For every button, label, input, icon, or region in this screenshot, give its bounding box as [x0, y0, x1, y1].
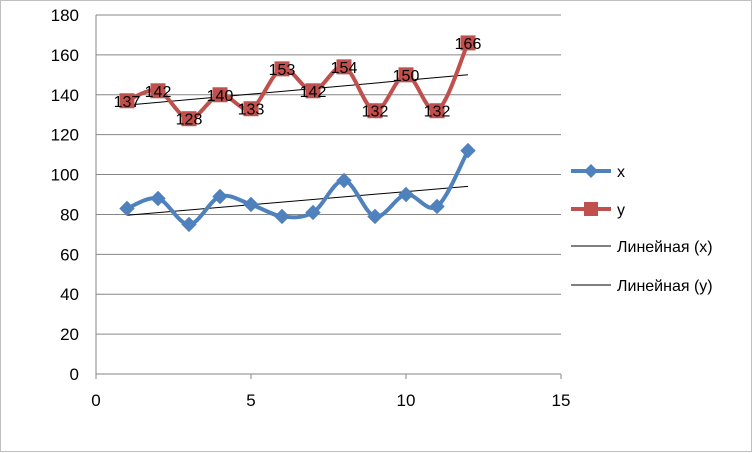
data-point-y — [460, 35, 476, 51]
data-point-x — [460, 142, 476, 159]
data-label-y: 140 — [207, 88, 234, 105]
data-point-x — [150, 190, 166, 207]
data-point-y — [181, 111, 197, 127]
legend-label-trend-y: Линейная (y) — [617, 278, 713, 295]
data-label-y: 137 — [114, 94, 141, 111]
data-point-x — [367, 208, 383, 225]
data-point-x — [429, 198, 445, 215]
data-label-y: 132 — [424, 104, 451, 121]
x-tick-label: 15 — [552, 391, 571, 410]
y-tick-label: 120 — [51, 126, 79, 145]
y-tick-label: 180 — [51, 6, 79, 25]
data-point-y — [305, 83, 321, 99]
data-label-y: 166 — [455, 36, 482, 53]
y-tick-label: 60 — [60, 245, 79, 264]
tick-labels: 0 20 40 60 80 100 120 140 160 180 0 5 10 15 — [51, 6, 571, 410]
legend-label-x: x — [617, 164, 625, 181]
y-tick-label: 100 — [51, 166, 79, 185]
data-point-y — [212, 87, 228, 103]
data-point-x — [274, 208, 290, 225]
data-point-x — [398, 186, 414, 203]
data-point-x — [305, 204, 321, 221]
data-label-y: 142 — [145, 84, 172, 101]
axes — [95, 15, 562, 379]
data-point-y — [398, 67, 414, 83]
legend-label-y: y — [617, 202, 625, 219]
data-point-x — [181, 216, 197, 233]
series-markers — [119, 35, 476, 233]
data-point-y — [150, 83, 166, 99]
y-tick-label: 140 — [51, 86, 79, 105]
legend: x y Линейная (x) Линейная (y) — [571, 164, 713, 295]
data-label-y: 150 — [393, 68, 420, 85]
data-point-y — [336, 59, 352, 75]
data-label-y: 142 — [300, 84, 327, 101]
gridlines — [96, 14, 561, 335]
data-point-y — [367, 103, 383, 119]
data-point-y — [429, 103, 445, 119]
trendline-x — [126, 185, 469, 216]
x-tick-label: 5 — [246, 391, 255, 410]
data-point-y — [243, 101, 259, 117]
x-tick-label: 10 — [397, 391, 416, 410]
data-point-x — [119, 200, 135, 217]
x-tick-label: 0 — [91, 391, 100, 410]
y-tick-label: 160 — [51, 46, 79, 65]
legend-label-trend-x: Линейная (x) — [617, 239, 713, 256]
y-tick-label: 40 — [60, 285, 79, 304]
legend-marker-y — [584, 202, 598, 216]
trendlines — [126, 74, 469, 216]
data-point-x — [212, 188, 228, 205]
data-label-y: 153 — [269, 62, 296, 79]
data-point-y — [274, 61, 290, 77]
y-tick-label: 20 — [60, 325, 79, 344]
y-tick-label: 0 — [70, 365, 79, 384]
data-point-x — [336, 172, 352, 189]
data-label-y: 128 — [176, 112, 203, 129]
data-label-y: 154 — [331, 60, 358, 77]
data-label-y: 133 — [238, 102, 265, 119]
legend-marker-x — [584, 164, 598, 178]
series-line-x — [125, 148, 470, 227]
data-point-x — [243, 196, 259, 213]
y-tick-label: 80 — [60, 205, 79, 224]
data-label-y: 132 — [362, 104, 389, 121]
data-point-y — [119, 93, 135, 109]
